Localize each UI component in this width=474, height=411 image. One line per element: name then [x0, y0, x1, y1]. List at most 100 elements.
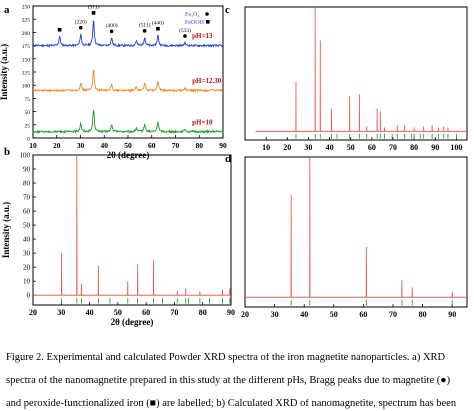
panel-a-x-tick-label: 40: [101, 141, 109, 150]
caption-line-2: spectra of the nanomagnetite prepared in…: [6, 376, 451, 386]
panel-d-label: d: [225, 153, 231, 165]
panel-a-y-tick-label: 100: [22, 84, 31, 90]
panel-b-y-tick-label: 20: [23, 264, 31, 272]
panel-b-x-axis-title: 2θ (degree): [111, 317, 154, 327]
panel-a-y-axis-title: Intensity (a.u.): [0, 44, 9, 100]
panel-d-x-tick-label: 90: [448, 310, 456, 319]
panel-a-legend-entry: FeOOH: [185, 20, 205, 26]
panel-a-fe3o4-marker: [109, 29, 114, 34]
panel-d-x-tick-label: 40: [300, 310, 308, 319]
panel-d-x-tick-label: 50: [330, 310, 338, 319]
panel-c-x-tick-label: 90: [431, 143, 439, 152]
panel-b-simulated-pattern: [33, 154, 231, 296]
panel-b-x-tick-label: 50: [114, 308, 122, 317]
panel-b-y-tick-label: 100: [20, 152, 31, 160]
panel-a-legend-marker: [205, 12, 209, 16]
panel-b-x-tick-label: 60: [142, 308, 150, 317]
panel-c: 10 20 30 40 50 60 70 80 90 100: [244, 6, 468, 152]
panel-c-x-tick-label: 30: [304, 143, 312, 152]
panel-d-x-tick-label: 60: [359, 310, 367, 319]
panel-a-peak-label: (311): [88, 4, 100, 11]
panel-a-y-tick-label: 25: [25, 123, 31, 129]
panel-a-label: a: [4, 4, 10, 16]
panel-a-y-tick-label: 125: [22, 71, 31, 77]
caption-line-1: Figure 2. Experimental and calculated Po…: [6, 353, 446, 363]
panel-b-y-tick-label: 70: [23, 194, 31, 202]
panel-d-x-tick-label: 20: [241, 310, 249, 319]
panel-a-x-tick-label: 30: [77, 141, 85, 150]
panel-a-legend-entry: Fe₃O₄: [185, 12, 200, 18]
panel-a-y-tick-label: 250: [22, 5, 31, 11]
panel-a-x-tick-label: 50: [124, 141, 132, 150]
panel-a-y-tick-label: 175: [22, 44, 31, 50]
panel-a-peak-label: (533): [179, 27, 191, 34]
panel-d-x-tick-label: 80: [419, 310, 427, 319]
panel-a-x-tick-label: 60: [148, 141, 156, 150]
panel-a-y-tick-label: 200: [22, 31, 31, 37]
panel-c-frame: [244, 6, 468, 141]
panel-a-peak-label: (511): [139, 22, 151, 29]
panel-a-x-tick-label: 10: [29, 141, 37, 150]
panel-a-y-tick-label: 75: [25, 97, 31, 103]
panel-a-y-tick-label: 225: [22, 18, 31, 24]
panel-b-x-tick-label: 70: [170, 308, 178, 317]
panel-a-x-tick-label: 80: [196, 141, 204, 150]
panel-b-y-tick-label: 10: [23, 278, 31, 286]
panel-b-y-tick-label: 0: [27, 292, 31, 300]
panel-a-series-label: pH=10: [192, 118, 213, 126]
panel-b-label: b: [4, 146, 10, 158]
panel-a-series-label: pH=12.30: [192, 77, 222, 85]
panel-b-x-tick-label: 20: [29, 308, 37, 317]
panel-b-y-tick-label: 90: [23, 166, 31, 174]
panel-a-feooh-marker: [57, 27, 62, 32]
panel-b-y-axis-title: Intensity (a.u.): [1, 202, 11, 258]
panel-b-y-tick-label: 50: [23, 222, 31, 230]
panel-c-x-tick-label: 40: [326, 143, 334, 152]
panel-b-x-tick-label: 40: [86, 308, 94, 317]
panel-a-y-tick-label: 50: [25, 110, 31, 116]
panel-d-x-tick-label: 30: [271, 310, 279, 319]
panel-a-fe3o4-marker: [78, 25, 83, 30]
panel-a-x-tick-label: 20: [53, 141, 61, 150]
panel-a-series-label: pH=13: [192, 32, 213, 40]
panel-d-simulated-pattern: [245, 156, 467, 298]
panel-b-x-tick-label: 90: [227, 308, 235, 317]
panel-a-x-tick-label: 70: [172, 141, 180, 150]
panel-c-simulated-pattern: [255, 6, 467, 132]
panel-d: 20 30 40 50 60 70 80 90: [241, 156, 468, 319]
panel-d-x-tick-label: 70: [389, 310, 397, 319]
panel-c-label: c: [225, 4, 230, 16]
panel-a-feooh-marker: [91, 11, 96, 15]
panel-a-feooh-marker: [156, 26, 160, 31]
panel-c-x-tick-label: 10: [262, 143, 270, 152]
caption-line-3: and peroxide-functionalized iron (■) are…: [6, 399, 457, 409]
panel-b-y-tick-label: 60: [23, 208, 31, 216]
panel-c-x-tick-label: 100: [450, 143, 462, 152]
panel-b-x-tick-label: 30: [57, 308, 65, 317]
panel-a-x-tick-label: 90: [219, 141, 227, 150]
panel-b-y-tick-label: 40: [23, 236, 31, 244]
panel-b-y-tick-label: 30: [23, 250, 31, 258]
panel-a-y-tick-label: 0: [27, 137, 30, 143]
panel-c-x-tick-label: 60: [368, 143, 376, 152]
panel-a-peak-label: (400): [106, 22, 118, 29]
panel-a-series-line: [32, 20, 224, 48]
panel-b-frame: [32, 154, 232, 306]
panel-a-peak-label: (440): [152, 19, 164, 26]
panel-a-peak-label: (220): [75, 18, 87, 25]
panel-a-y-tick-label: 150: [22, 57, 31, 63]
panel-a-fe3o4-marker: [183, 34, 187, 38]
panel-a-series-line: [32, 109, 224, 134]
panel-b-x-tick-label: 80: [199, 308, 207, 317]
panel-c-x-tick-label: 80: [410, 143, 418, 152]
panel-a: 0 25 50 75 100 125 150 175 200 225 250 10 20 30 40 50 60…: [0, 4, 227, 160]
panel-a-series-line: [32, 69, 224, 93]
panel-b-y-tick-label: 80: [23, 180, 31, 188]
panel-c-x-tick-label: 20: [283, 143, 291, 152]
panel-c-x-tick-label: 50: [347, 143, 355, 152]
panel-c-x-tick-label: 70: [389, 143, 397, 152]
panel-b: 0 10 20 30 40 50 60 70 80 90 100 20 30 40 50 60 70 80 90 2θ…: [1, 152, 235, 328]
panel-d-frame: [244, 156, 468, 308]
